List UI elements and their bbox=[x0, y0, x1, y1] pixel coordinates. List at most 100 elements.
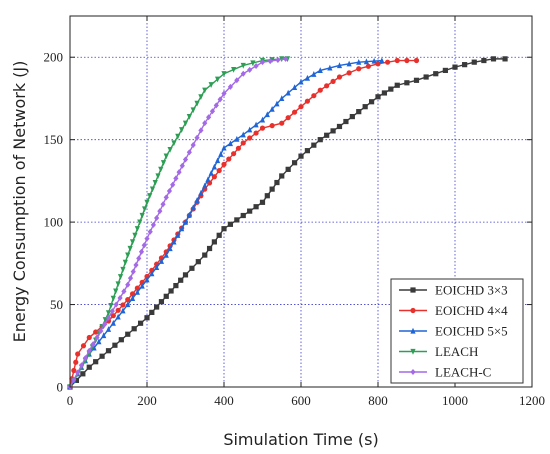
series-point-eoichd-3-3 bbox=[149, 309, 155, 315]
series-point-eoichd-3-3 bbox=[274, 179, 280, 186]
series-point-eoichd-5-5 bbox=[190, 204, 196, 211]
series-point-eoichd-5-5 bbox=[259, 116, 266, 123]
series-point-leach bbox=[125, 252, 131, 259]
series-point-eoichd-3-3 bbox=[349, 113, 355, 120]
series-point-leach-c bbox=[82, 354, 88, 361]
x-tick-label: 1000 bbox=[442, 393, 468, 408]
series-point-leach bbox=[158, 166, 164, 173]
series-point-leach bbox=[137, 219, 143, 226]
series-point-eoichd-5-5 bbox=[346, 60, 352, 67]
series-point-leach-c bbox=[147, 228, 153, 235]
series-point-leach bbox=[152, 179, 158, 186]
series-point-eoichd-5-5 bbox=[110, 319, 116, 326]
series-point-leach-c bbox=[186, 149, 192, 156]
series-point-eoichd-5-5 bbox=[205, 176, 211, 183]
legend-swatch-marker bbox=[410, 307, 416, 314]
series-point-leach-c bbox=[136, 255, 142, 262]
series-point-eoichd-5-5 bbox=[186, 211, 192, 218]
series-point-leach-c bbox=[283, 55, 289, 62]
series-point-eoichd-5-5 bbox=[129, 295, 136, 301]
series-point-leach bbox=[190, 107, 196, 114]
series-point-eoichd-5-5 bbox=[134, 288, 140, 295]
legend-swatch-marker bbox=[410, 287, 416, 293]
series-point-leach bbox=[186, 113, 192, 120]
series-point-eoichd-5-5 bbox=[144, 276, 150, 283]
series-point-eoichd-5-5 bbox=[279, 95, 285, 102]
series-point-leach-c bbox=[150, 221, 157, 228]
series-point-eoichd-4-4 bbox=[80, 343, 87, 349]
series-leach-c bbox=[67, 55, 289, 390]
series-point-eoichd-3-3 bbox=[163, 293, 169, 299]
series-point-leach-c bbox=[133, 261, 139, 268]
series-point-eoichd-3-3 bbox=[144, 315, 150, 321]
series-point-eoichd-5-5 bbox=[214, 157, 221, 164]
series-point-eoichd-4-4 bbox=[259, 125, 266, 131]
legend-swatch-marker bbox=[410, 369, 416, 375]
series-point-eoichd-3-3 bbox=[178, 277, 184, 283]
legend-item-eoichd-4-4: EOICHD 4×4 bbox=[399, 303, 508, 318]
y-tick-label: 100 bbox=[44, 215, 64, 230]
series-point-eoichd-4-4 bbox=[324, 83, 330, 89]
series-point-leach-c bbox=[113, 301, 119, 308]
series-point-leach-c bbox=[176, 169, 182, 176]
series-point-leach bbox=[214, 76, 221, 83]
series-point-leach-c bbox=[78, 362, 85, 369]
series-point-eoichd-3-3 bbox=[433, 71, 439, 77]
series-point-leach bbox=[132, 232, 138, 239]
series-point-leach-c bbox=[163, 194, 169, 201]
y-tick-label: 150 bbox=[44, 132, 64, 147]
series-point-eoichd-5-5 bbox=[317, 67, 323, 74]
series-point-eoichd-3-3 bbox=[112, 342, 118, 348]
series-point-eoichd-5-5 bbox=[202, 182, 208, 189]
series-point-eoichd-3-3 bbox=[336, 123, 343, 130]
series-point-eoichd-4-4 bbox=[75, 351, 81, 357]
series-point-eoichd-5-5 bbox=[274, 100, 280, 107]
series-point-eoichd-3-3 bbox=[368, 99, 375, 105]
series-point-eoichd-3-3 bbox=[481, 57, 487, 64]
series-point-eoichd-5-5 bbox=[227, 140, 234, 147]
legend-item-eoichd-3-3: EOICHD 3×3 bbox=[399, 283, 508, 298]
series-point-leach bbox=[167, 146, 173, 153]
series-point-eoichd-4-4 bbox=[247, 135, 253, 141]
legend-swatch-marker bbox=[410, 327, 416, 334]
series-point-eoichd-4-4 bbox=[394, 57, 400, 64]
x-tick-label: 400 bbox=[214, 393, 234, 408]
series-point-leach bbox=[117, 274, 124, 280]
series-point-eoichd-3-3 bbox=[99, 353, 105, 359]
series-point-eoichd-3-3 bbox=[125, 331, 131, 337]
legend-label: EOICHD 4×4 bbox=[435, 303, 508, 318]
series-point-eoichd-3-3 bbox=[182, 272, 189, 278]
series-point-eoichd-5-5 bbox=[115, 313, 121, 320]
series-point-leach bbox=[110, 295, 116, 302]
series-point-leach bbox=[120, 266, 126, 273]
x-tick-label: 600 bbox=[291, 393, 311, 408]
series-point-leach-c bbox=[217, 96, 223, 103]
series-point-leach-c bbox=[154, 214, 160, 221]
series-point-leach-c bbox=[194, 134, 200, 141]
series-point-leach bbox=[231, 66, 237, 73]
series-point-eoichd-4-4 bbox=[413, 57, 420, 64]
y-tick-label: 200 bbox=[44, 50, 64, 65]
series-point-eoichd-4-4 bbox=[356, 66, 362, 72]
series-point-eoichd-4-4 bbox=[115, 307, 121, 313]
y-tick-label: 50 bbox=[50, 297, 63, 312]
series-point-eoichd-5-5 bbox=[211, 163, 217, 170]
series-point-eoichd-3-3 bbox=[195, 259, 201, 265]
series-point-leach-c bbox=[206, 114, 212, 121]
series-point-eoichd-3-3 bbox=[452, 64, 458, 70]
series-point-eoichd-4-4 bbox=[134, 285, 140, 291]
series-point-eoichd-3-3 bbox=[131, 326, 137, 332]
series-point-leach-c bbox=[109, 308, 115, 315]
series-point-eoichd-3-3 bbox=[317, 137, 323, 143]
series-point-eoichd-5-5 bbox=[120, 307, 126, 314]
legend-item-leach: LEACH bbox=[399, 344, 478, 359]
series-point-leach bbox=[144, 199, 150, 206]
series-point-leach bbox=[198, 94, 204, 100]
series-point-eoichd-3-3 bbox=[285, 166, 291, 172]
series-point-leach bbox=[105, 310, 112, 316]
legend-label: LEACH bbox=[435, 344, 478, 359]
series-point-eoichd-3-3 bbox=[73, 377, 80, 384]
series-point-eoichd-3-3 bbox=[173, 282, 179, 289]
series-point-leach-c bbox=[275, 56, 281, 63]
